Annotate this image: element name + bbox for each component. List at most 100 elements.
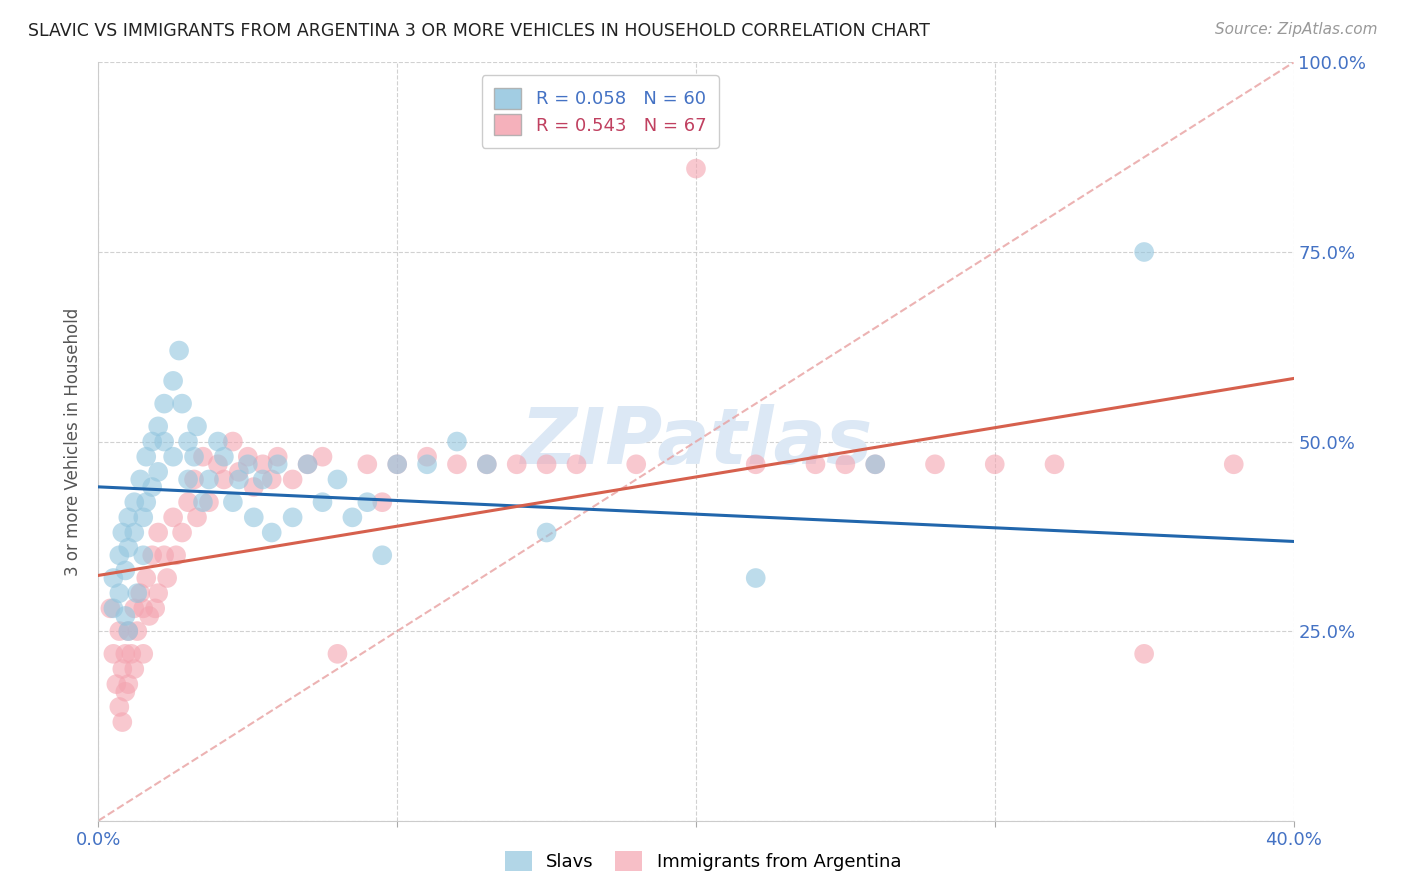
Point	[114, 647, 136, 661]
Point	[127, 586, 149, 600]
Point	[475, 458, 498, 472]
Point	[685, 161, 707, 176]
Point	[103, 647, 125, 661]
Point	[446, 458, 468, 472]
Point	[1133, 244, 1156, 259]
Point	[198, 473, 221, 487]
Point	[135, 495, 157, 509]
Point	[111, 715, 134, 730]
Point	[446, 434, 468, 449]
Point	[342, 510, 364, 524]
Y-axis label: 3 or more Vehicles in Household: 3 or more Vehicles in Household	[65, 308, 83, 575]
Point	[243, 480, 266, 494]
Point	[153, 434, 176, 449]
Point	[186, 419, 208, 434]
Point	[162, 510, 184, 524]
Point	[117, 624, 139, 639]
Point	[212, 473, 235, 487]
Point	[834, 458, 856, 472]
Point	[865, 458, 887, 472]
Point	[536, 525, 558, 540]
Point	[260, 473, 283, 487]
Point	[385, 458, 409, 472]
Point	[148, 419, 170, 434]
Point	[281, 510, 304, 524]
Point	[148, 465, 170, 479]
Point	[252, 458, 274, 472]
Point	[385, 458, 409, 472]
Point	[804, 458, 827, 472]
Point	[371, 548, 394, 563]
Legend: R = 0.058   N = 60, R = 0.543   N = 67: R = 0.058 N = 60, R = 0.543 N = 67	[482, 75, 718, 148]
Point	[177, 495, 200, 509]
Point	[108, 624, 131, 639]
Point	[626, 458, 648, 472]
Point	[108, 548, 131, 563]
Point	[153, 548, 176, 563]
Point	[111, 525, 134, 540]
Point	[745, 458, 768, 472]
Point	[311, 450, 333, 464]
Point	[132, 548, 155, 563]
Point	[172, 525, 194, 540]
Point	[212, 450, 235, 464]
Point	[536, 458, 558, 472]
Point	[105, 677, 128, 691]
Text: SLAVIC VS IMMIGRANTS FROM ARGENTINA 3 OR MORE VEHICLES IN HOUSEHOLD CORRELATION : SLAVIC VS IMMIGRANTS FROM ARGENTINA 3 OR…	[28, 22, 929, 40]
Point	[1133, 647, 1156, 661]
Point	[108, 699, 131, 714]
Point	[129, 586, 152, 600]
Point	[114, 608, 136, 623]
Point	[1043, 458, 1066, 472]
Text: Source: ZipAtlas.com: Source: ZipAtlas.com	[1215, 22, 1378, 37]
Point	[228, 473, 250, 487]
Point	[222, 495, 245, 509]
Point	[148, 586, 170, 600]
Point	[98, 601, 122, 615]
Point	[183, 450, 205, 464]
Point	[984, 458, 1007, 472]
Point	[124, 495, 146, 509]
Text: ZIPatlas: ZIPatlas	[520, 403, 872, 480]
Point	[297, 458, 319, 472]
Point	[267, 458, 290, 472]
Point	[143, 601, 166, 615]
Point	[236, 450, 259, 464]
Point	[117, 541, 139, 555]
Point	[506, 458, 529, 472]
Point	[475, 458, 498, 472]
Point	[138, 608, 160, 623]
Point	[198, 495, 221, 509]
Point	[1223, 458, 1246, 472]
Point	[356, 458, 378, 472]
Point	[103, 571, 125, 585]
Point	[124, 601, 146, 615]
Point	[165, 548, 187, 563]
Legend: Slavs, Immigrants from Argentina: Slavs, Immigrants from Argentina	[498, 844, 908, 879]
Point	[745, 571, 768, 585]
Point	[191, 450, 214, 464]
Point	[135, 571, 157, 585]
Point	[132, 601, 155, 615]
Point	[207, 434, 229, 449]
Point	[326, 647, 349, 661]
Point	[207, 458, 229, 472]
Point	[260, 525, 283, 540]
Point	[141, 434, 163, 449]
Point	[120, 647, 142, 661]
Point	[153, 396, 176, 410]
Point	[156, 571, 179, 585]
Point	[124, 525, 146, 540]
Point	[243, 510, 266, 524]
Point	[326, 473, 349, 487]
Point	[356, 495, 378, 509]
Point	[135, 450, 157, 464]
Point	[141, 548, 163, 563]
Point	[114, 564, 136, 578]
Point	[177, 434, 200, 449]
Point	[228, 465, 250, 479]
Point	[281, 473, 304, 487]
Point	[865, 458, 887, 472]
Point	[124, 662, 146, 676]
Point	[311, 495, 333, 509]
